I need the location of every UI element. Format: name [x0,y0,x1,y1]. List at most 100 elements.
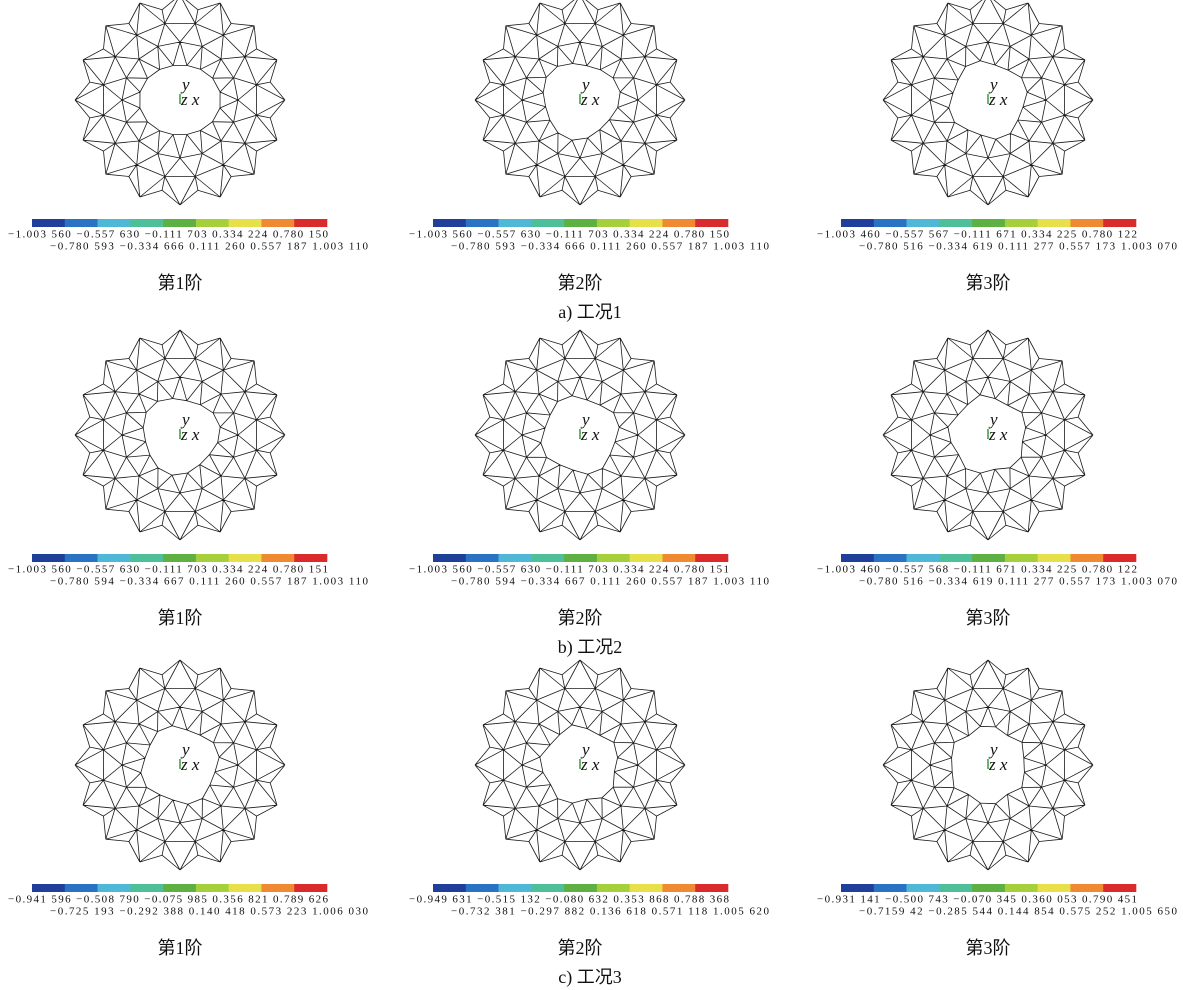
axis-label-zx: z x [988,90,1008,109]
colorbar-segment [695,884,728,892]
colorbar-segment [695,219,728,227]
colorbar-segment [466,219,499,227]
colorbar-segment [1038,884,1071,892]
colorbar-segment [907,219,940,227]
colorbar-segment [1005,219,1038,227]
colorbar-segment [874,884,907,892]
colorbar-segment [531,554,564,562]
colorbar-segment [196,219,229,227]
colorbar-segment [294,219,327,227]
colorbar-segment [531,884,564,892]
colorbar-segment [630,219,663,227]
colorbar-segment [433,884,466,892]
mode-order: 第3阶 [966,938,1011,958]
colorbar-segment [564,554,597,562]
colorbar-segment [564,884,597,892]
colorbar-segment [630,554,663,562]
legend-values-top: −0.941 596 −0.508 790 −0.075 985 0.356 8… [8,894,328,906]
colorbar-segment [98,554,131,562]
colorbar-segment [939,884,972,892]
colorbar-segment [163,554,196,562]
colorbar-segment [65,219,98,227]
colorbar-segment [939,554,972,562]
colorbar-segment [130,219,163,227]
axis-label-zx: z x [988,425,1008,444]
colorbar-segment [630,884,663,892]
colorbar-segment [1005,554,1038,562]
axis-label-zx: z x [180,755,200,774]
colorbar-segment [1103,884,1136,892]
legend-values-bottom: −0.780 516 −0.334 619 0.111 277 0.557 17… [859,576,1178,588]
colorbar-segment [531,219,564,227]
colorbar-segment [130,884,163,892]
group-caption: c) 工况3 [558,967,621,988]
colorbar-segment [32,554,65,562]
colorbar-segment [1070,884,1103,892]
colorbar-segment [466,884,499,892]
mode-order: 第1阶 [158,938,203,958]
legend-values-bottom: −0.780 516 −0.334 619 0.111 277 0.557 17… [859,241,1178,253]
colorbar-segment [907,554,940,562]
colorbar-segment [597,554,630,562]
legend-values-bottom: −0.7159 42 −0.285 544 0.144 854 0.575 25… [859,906,1178,918]
colorbar-segment [196,554,229,562]
colorbar-segment [1038,219,1071,227]
axis-label-zx: z x [180,90,200,109]
legend-values-top: −1.003 460 −0.557 568 −0.111 671 0.334 2… [817,564,1137,576]
colorbar-segment [874,219,907,227]
legend-values-bottom: −0.732 381 −0.297 882 0.136 618 0.571 11… [451,906,770,918]
colorbar-segment [1103,219,1136,227]
colorbar-segment [196,884,229,892]
colorbar-segment [597,884,630,892]
colorbar-segment [65,884,98,892]
colorbar-segment [294,554,327,562]
colorbar-segment [98,219,131,227]
colorbar-segment [907,884,940,892]
legend-values-top: −1.003 560 −0.557 630 −0.111 703 0.334 2… [8,564,328,576]
legend-values-top: −1.003 560 −0.557 630 −0.111 703 0.334 2… [8,229,329,241]
colorbar-segment [499,554,532,562]
colorbar-segment [261,554,294,562]
mode-order: 第3阶 [966,608,1011,628]
colorbar-segment [1038,554,1071,562]
mode-order: 第2阶 [558,273,603,293]
colorbar-segment [597,219,630,227]
legend-values-top: −1.003 460 −0.557 567 −0.111 671 0.334 2… [817,229,1137,241]
mode-order: 第2阶 [558,608,603,628]
colorbar-segment [98,884,131,892]
legend-values-bottom: −0.725 193 −0.292 388 0.140 418 0.573 22… [50,906,368,918]
mode-order: 第3阶 [966,273,1011,293]
colorbar-segment [229,219,262,227]
colorbar-segment [662,219,695,227]
legend-values-bottom: −0.780 593 −0.334 666 0.111 260 0.557 18… [451,241,770,253]
colorbar-segment [261,219,294,227]
colorbar-segment [163,219,196,227]
colorbar-segment [1070,219,1103,227]
legend-values-top: −1.003 560 −0.557 630 −0.111 703 0.334 2… [409,564,729,576]
colorbar-segment [32,219,65,227]
colorbar-segment [130,554,163,562]
colorbar-segment [229,554,262,562]
colorbar-segment [499,884,532,892]
axis-label-zx: z x [988,755,1008,774]
group-caption: a) 工况1 [558,302,621,323]
mode-order: 第1阶 [158,608,203,628]
colorbar-segment [433,219,466,227]
legend-values-bottom: −0.780 594 −0.334 667 0.111 260 0.557 18… [451,576,770,588]
colorbar-segment [972,884,1005,892]
colorbar-segment [1005,884,1038,892]
colorbar-segment [841,884,874,892]
axis-label-zx: z x [580,755,600,774]
colorbar-segment [1103,554,1136,562]
colorbar-segment [65,554,98,562]
axis-label-zx: z x [580,90,600,109]
colorbar-segment [841,554,874,562]
legend-values-top: −1.003 560 −0.557 630 −0.111 703 0.334 2… [409,229,730,241]
colorbar-segment [261,884,294,892]
colorbar-segment [294,884,327,892]
colorbar-segment [564,219,597,227]
axis-label-zx: z x [180,425,200,444]
colorbar-segment [433,554,466,562]
legend-values-bottom: −0.780 593 −0.334 666 0.111 260 0.557 18… [50,241,369,253]
colorbar-segment [662,884,695,892]
